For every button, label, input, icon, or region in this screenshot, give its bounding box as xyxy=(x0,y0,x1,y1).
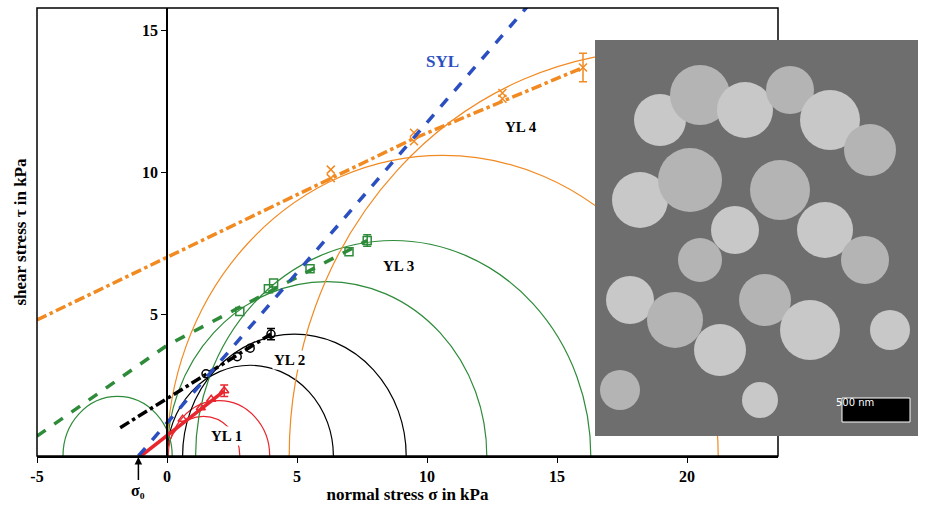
svg-text:10: 10 xyxy=(142,164,158,181)
svg-text:YL 4: YL 4 xyxy=(505,119,537,135)
svg-text:500 nm: 500 nm xyxy=(836,397,874,408)
svg-text:SYL: SYL xyxy=(426,52,459,71)
svg-text:YL 2: YL 2 xyxy=(274,352,305,368)
svg-text:YL 1: YL 1 xyxy=(211,428,242,444)
svg-text:YL 3: YL 3 xyxy=(383,258,414,274)
svg-text:-5: -5 xyxy=(30,468,43,485)
svg-text:15: 15 xyxy=(549,468,565,485)
svg-text:0: 0 xyxy=(163,468,171,485)
svg-text:5: 5 xyxy=(293,468,301,485)
svg-text:10: 10 xyxy=(419,468,435,485)
svg-text:σ₀: σ₀ xyxy=(131,482,145,499)
svg-text:normal stress σ in kPa: normal stress σ in kPa xyxy=(327,485,489,504)
svg-text:shear stress τ in kPa: shear stress τ in kPa xyxy=(11,158,30,305)
svg-text:15: 15 xyxy=(142,22,158,39)
svg-text:5: 5 xyxy=(150,306,158,323)
svg-text:20: 20 xyxy=(679,468,695,485)
